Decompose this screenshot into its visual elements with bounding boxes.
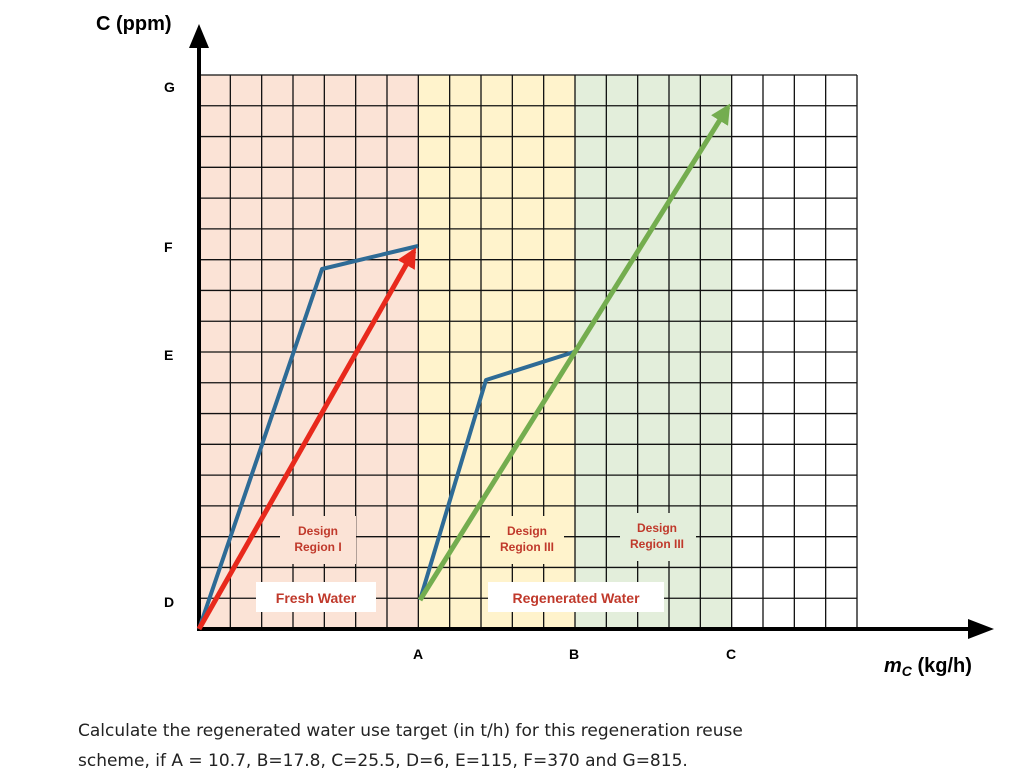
regenerated-water-line [417,103,731,602]
x-tick-a: A [413,646,423,662]
y-axis-label: C (ppm) [96,13,172,35]
y-tick-g: G [164,79,175,95]
regeneration-diagram: C (ppm) mC (kg/h) G F E D A B C Design Re… [96,13,994,679]
region-2-label-box [490,516,564,564]
fresh-water-label: Fresh Water [276,590,357,606]
x-tick-c: C [726,646,736,662]
x-axis-label: mC (kg/h) [884,655,972,679]
y-tick-d: D [164,594,174,610]
region-3-label: Design Region III [630,521,684,551]
y-axis-arrowhead [189,24,209,48]
limiting-curve-right [418,350,575,601]
y-tick-f: F [164,239,173,255]
region-3-label-box [620,513,696,561]
regen-water-box [488,582,664,612]
question-line-2: scheme, if A = 10.7, B=17.8, C=25.5, D=6… [78,751,688,771]
x-axis-arrowhead [968,619,994,639]
question-text: Calculate the regenerated water use targ… [78,716,978,776]
fresh-water-box [256,582,376,612]
question-line-1: Calculate the regenerated water use targ… [78,721,743,741]
fresh-water-line [196,247,417,631]
regen-water-label: Regenerated Water [512,590,640,606]
y-tick-e: E [164,347,173,363]
x-tick-b: B [569,646,579,662]
region-1-label-box [280,516,356,564]
limiting-curve-left [197,244,419,630]
region-1-label: Design Region I [294,524,341,554]
region-2-label: Design Region III [500,524,554,554]
